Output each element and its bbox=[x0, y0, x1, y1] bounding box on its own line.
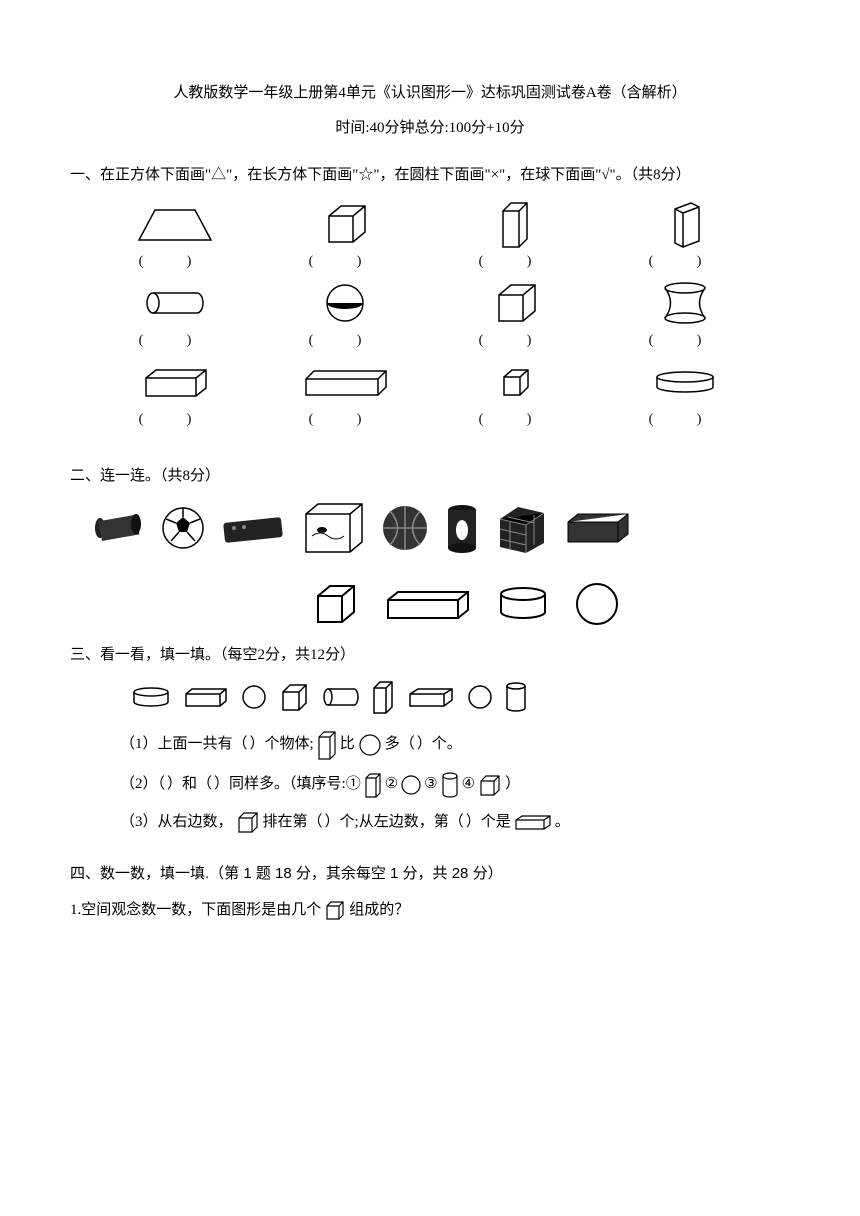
sphere-half-shape bbox=[270, 278, 420, 328]
cube-icon bbox=[278, 681, 310, 713]
cylinder-outline-icon bbox=[496, 586, 550, 622]
answer-blank: ( ) bbox=[270, 249, 420, 274]
flat-cuboid-icon-2 bbox=[406, 686, 456, 708]
small-cube-inline-icon bbox=[323, 898, 347, 922]
text: ）个。 bbox=[417, 731, 462, 758]
q3-shapes-row bbox=[70, 679, 790, 715]
circle-icon bbox=[240, 683, 268, 711]
box-icon bbox=[562, 510, 632, 546]
text: 多（ bbox=[385, 731, 415, 758]
answer-blank: ( ) bbox=[610, 407, 760, 432]
tall-cylinder-icon bbox=[504, 680, 528, 714]
cube-inline-icon bbox=[235, 809, 261, 835]
cube-outline-icon bbox=[310, 580, 358, 628]
q2-heading: 二、连一连。（共8分） bbox=[70, 463, 790, 490]
text: 。 bbox=[555, 809, 570, 836]
text: 1.空间观念数一数，下面图形是由几个 bbox=[70, 897, 321, 924]
q2-shapes-row bbox=[70, 580, 790, 628]
text: ③ bbox=[424, 771, 437, 798]
text: ② bbox=[385, 771, 398, 798]
text: ）个是 bbox=[466, 809, 511, 836]
tall-cuboid-inline-icon bbox=[316, 729, 338, 761]
q2-objects-row bbox=[70, 500, 790, 556]
soccer-ball-icon bbox=[160, 505, 206, 551]
text: ）同样多。（填序号:① bbox=[214, 771, 361, 798]
answer-blank: ( ) bbox=[610, 328, 760, 353]
q4-heading: 四、数一数，填一填.（第 1 题 18 分，其余每空 1 分，共 28 分） bbox=[70, 860, 790, 887]
answer-blank: ( ) bbox=[440, 328, 590, 353]
q1-heading: 一、在正方体下面画"△"，在长方体下面画"☆"，在圆柱下面画"×"，在球下面画"… bbox=[70, 162, 790, 189]
q1-grid: ( ) ( ) ( ) ( ) ( ) ( ) ( ) bbox=[70, 199, 790, 433]
tilted-cuboid-shape bbox=[610, 199, 760, 249]
q3-line-3: （3）从右边数， 排在第（ ）个;从左边数，第（ ）个是 。 bbox=[70, 809, 790, 836]
answer-blank: ( ) bbox=[270, 407, 420, 432]
q3-line-2: （2）（ ）和（ ）同样多。（填序号:① ② ③ ④ ） bbox=[70, 771, 790, 799]
page-title: 人教版数学一年级上册第4单元《认识图形一》达标巩固测试卷A卷（含解析） bbox=[70, 80, 790, 107]
page-subtitle: 时间:40分钟总分:100分+10分 bbox=[70, 115, 790, 142]
cuboid-outline-icon bbox=[382, 588, 472, 620]
text: 排在第（ bbox=[263, 809, 323, 836]
text: （3）从右边数， bbox=[120, 809, 233, 836]
text: ）个物体; bbox=[250, 731, 314, 758]
cube-shape-2 bbox=[440, 278, 590, 328]
fishtank-icon bbox=[300, 500, 366, 556]
q3-heading: 三、看一看，填一填。（每空2分，共12分） bbox=[70, 642, 790, 669]
remote-icon bbox=[220, 510, 286, 546]
answer-blank: ( ) bbox=[100, 328, 250, 353]
cube-shape bbox=[270, 199, 420, 249]
circle-option-icon bbox=[400, 774, 422, 796]
sphere-outline-icon bbox=[574, 581, 620, 627]
cylinder-lying-shape bbox=[100, 278, 250, 328]
text: ④ bbox=[462, 771, 475, 798]
text: 比 bbox=[340, 731, 355, 758]
tall-cuboid-shape bbox=[440, 199, 590, 249]
circle-inline-icon bbox=[357, 732, 383, 758]
answer-blank: ( ) bbox=[270, 328, 420, 353]
flat-cylinder-shape bbox=[610, 357, 760, 407]
flat-cylinder-icon bbox=[130, 686, 172, 708]
text: ）个;从左边数，第（ bbox=[325, 809, 464, 836]
text: （2）（ bbox=[120, 771, 165, 798]
text: ） bbox=[505, 771, 520, 798]
basketball-icon bbox=[380, 503, 430, 553]
answer-blank: ( ) bbox=[100, 407, 250, 432]
cylinder-lying-icon bbox=[320, 685, 360, 709]
answer-blank: ( ) bbox=[610, 249, 760, 274]
text: ）和（ bbox=[167, 771, 212, 798]
cube-option-icon bbox=[477, 772, 503, 798]
rubiks-cube-icon bbox=[494, 501, 548, 555]
tall-cuboid-icon bbox=[370, 679, 396, 715]
flat-cuboid-inline-icon bbox=[513, 813, 553, 831]
cylinder-option-icon bbox=[440, 771, 460, 799]
answer-blank: ( ) bbox=[440, 249, 590, 274]
small-cube-shape bbox=[440, 357, 590, 407]
flat-cuboid-icon bbox=[182, 686, 230, 708]
text: 组成的？ bbox=[349, 897, 409, 924]
circle-icon-2 bbox=[466, 683, 494, 711]
tall-cuboid-option-icon bbox=[363, 771, 383, 799]
answer-blank: ( ) bbox=[440, 407, 590, 432]
hourglass-shape bbox=[610, 278, 760, 328]
chips-can-icon bbox=[90, 510, 146, 546]
q3-line-1: （1）上面一共有（ ）个物体; 比 多（ ）个。 bbox=[70, 729, 790, 761]
answer-blank: ( ) bbox=[100, 249, 250, 274]
flat-cuboid-shape bbox=[100, 357, 250, 407]
text: （1）上面一共有（ bbox=[120, 731, 248, 758]
q4-line-1: 1.空间观念数一数，下面图形是由几个 组成的？ bbox=[70, 897, 790, 924]
long-cuboid-shape bbox=[270, 357, 420, 407]
can-icon bbox=[444, 502, 480, 554]
trapezoid-shape bbox=[100, 199, 250, 249]
